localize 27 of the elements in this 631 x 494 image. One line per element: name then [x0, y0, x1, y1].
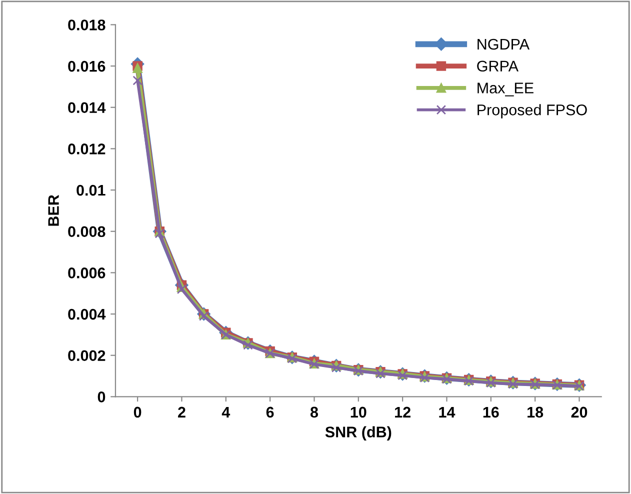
x-tick-label: 6	[266, 406, 274, 418]
y-tick-label: 0.008	[68, 226, 106, 238]
legend-label: NGDPA	[478, 38, 530, 50]
x-axis-title: SNR (dB)	[325, 426, 392, 440]
x-tick-label: 12	[395, 406, 410, 418]
legend-label: GRPA	[477, 60, 518, 72]
legend-label: Max_EE	[478, 82, 534, 96]
y-tick-label: 0.012	[68, 144, 106, 154]
y-tick-label: 0.018	[68, 20, 106, 30]
y-tick-label: 0	[98, 392, 106, 402]
x-tick-label: 14	[439, 406, 456, 418]
y-tick-label: 0.016	[68, 60, 106, 72]
y-tick-label: 0.006	[68, 268, 106, 278]
x-tick-label: 10	[350, 406, 366, 418]
x-tick-label: 4	[222, 406, 230, 418]
y-tick-label: 0.004	[68, 308, 106, 320]
x-tick-label: 18	[528, 406, 544, 418]
legend-label: Proposed FPSO	[478, 104, 587, 118]
x-tick-label: 0	[134, 406, 142, 418]
x-tick-label: 2	[178, 406, 186, 418]
x-tick-label: 16	[483, 406, 499, 418]
y-tick-label: 0.014	[68, 102, 106, 114]
y-axis-title: BER	[48, 194, 59, 226]
x-tick-label: 8	[310, 406, 318, 418]
x-tick-label: 20	[571, 406, 588, 418]
y-tick-label: 0.01	[76, 184, 106, 196]
y-tick-label: 0.002	[68, 350, 106, 362]
